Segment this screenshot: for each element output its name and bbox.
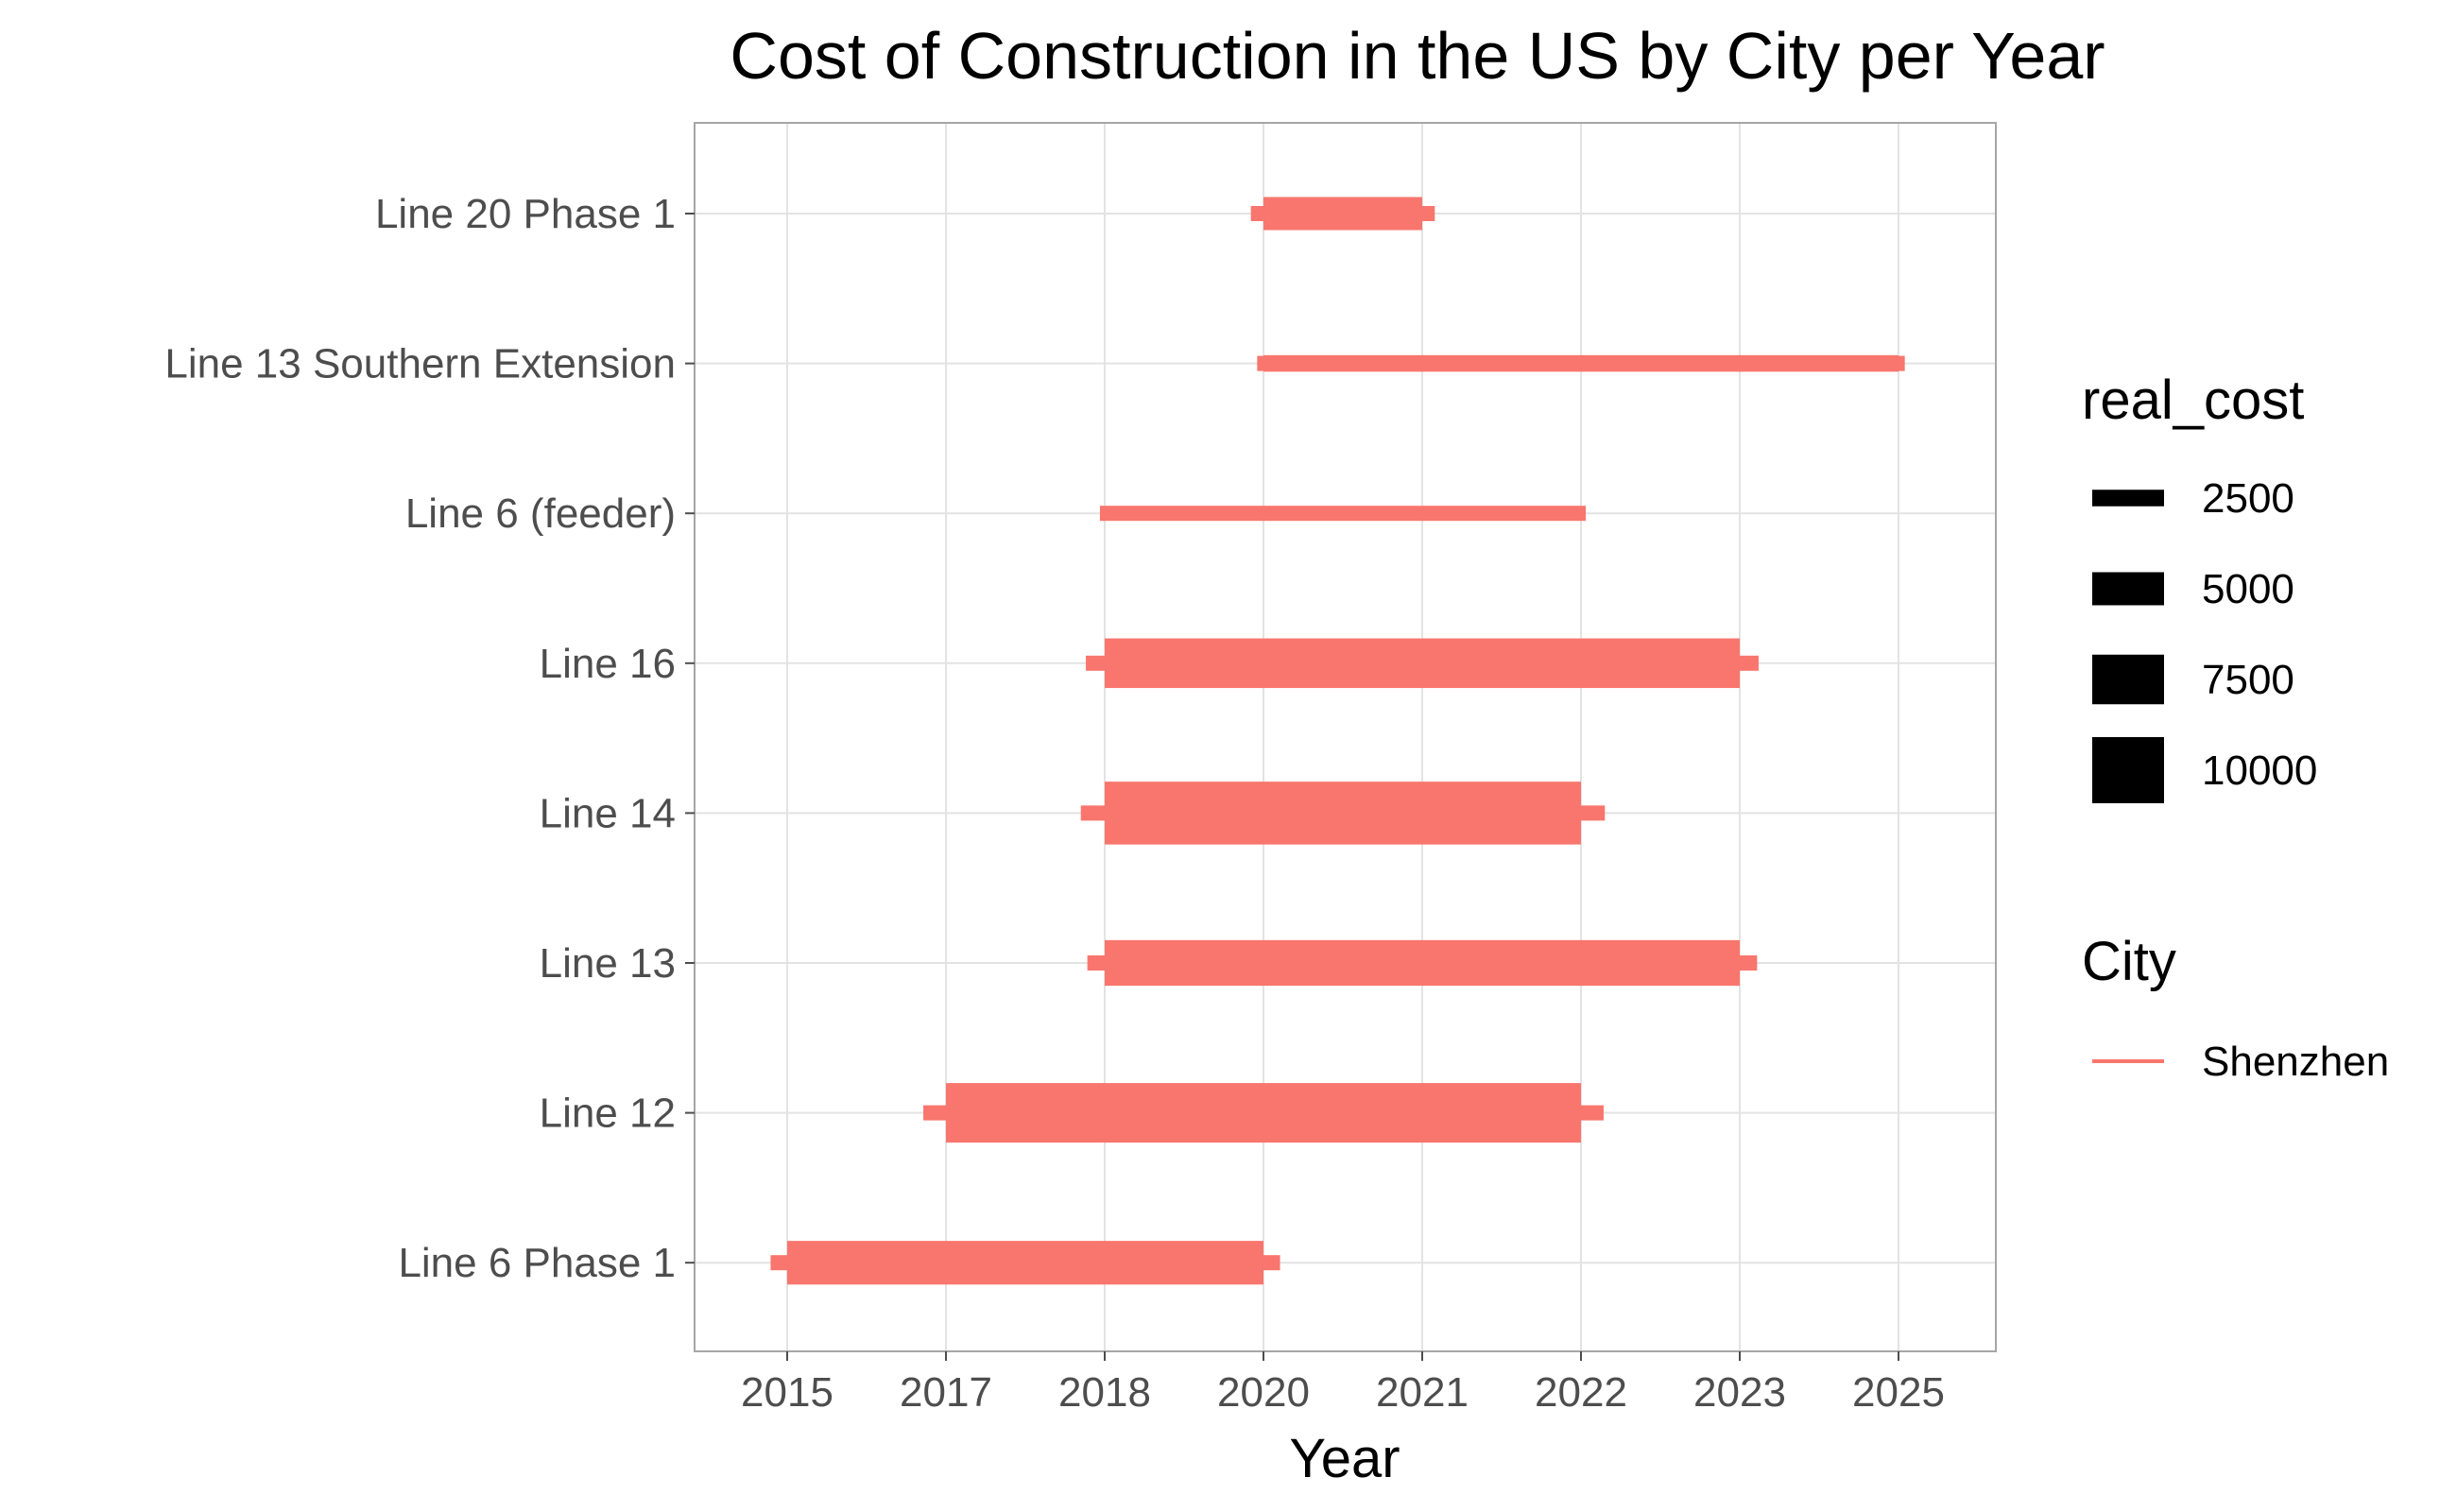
legend-size-label: 5000 — [2202, 566, 2294, 612]
legend-size-key — [2092, 572, 2164, 606]
bar — [1105, 638, 1740, 689]
x-tick-label: 2020 — [1217, 1369, 1310, 1416]
legend-color-label: Shenzhen — [2202, 1039, 2389, 1085]
legend-size: real_cost 2500 5000 7500 10000 — [2082, 369, 2317, 803]
y-tick-label: Line 13 Southern Extension — [164, 341, 676, 387]
bar — [1105, 782, 1581, 845]
bar — [1105, 939, 1740, 987]
x-tick-label: 2018 — [1058, 1369, 1151, 1416]
y-tick-label: Line 16 — [540, 641, 676, 687]
chart-title: Cost of Construction in the US by City p… — [730, 19, 2105, 93]
legend-size-key — [2092, 737, 2164, 803]
y-tick-label: Line 20 Phase 1 — [375, 191, 676, 237]
x-tick-label: 2021 — [1376, 1369, 1469, 1416]
x-tick-label: 2017 — [900, 1369, 992, 1416]
legend-size-label: 10000 — [2202, 747, 2317, 794]
plot-frame — [694, 122, 1997, 1352]
bar — [1263, 197, 1422, 231]
x-tick-label: 2025 — [1852, 1369, 1945, 1416]
y-tick-label: Line 12 — [540, 1091, 676, 1137]
legend-color-title: City — [2082, 931, 2176, 992]
x-tick-label: 2022 — [1535, 1369, 1627, 1416]
y-tick-label: Line 13 — [540, 940, 676, 987]
x-tick-label: 2015 — [741, 1369, 833, 1416]
bar — [787, 1241, 1263, 1285]
y-tick-label: Line 14 — [540, 790, 676, 836]
bar — [1105, 507, 1581, 520]
y-axis: Line 20 Phase 1 Line 13 Southern Extensio… — [164, 191, 695, 1286]
bars-layer — [770, 197, 1905, 1285]
legend-size-label: 2500 — [2202, 475, 2294, 522]
legend-size-key — [2092, 654, 2164, 705]
bar — [1263, 354, 1899, 372]
y-tick-label: Line 6 Phase 1 — [398, 1240, 676, 1286]
legend-size-key — [2092, 490, 2164, 507]
bar — [946, 1083, 1581, 1143]
y-tick-label: Line 6 (feeder) — [405, 490, 676, 537]
x-axis-title: Year — [1289, 1428, 1400, 1489]
x-tick-label: 2023 — [1693, 1369, 1786, 1416]
legend-size-title: real_cost — [2082, 369, 2304, 431]
x-axis: 2015 2017 2018 2020 2021 2022 2023 2025 — [741, 1351, 1945, 1416]
legend-color: City Shenzhen — [2082, 931, 2389, 1085]
legend-size-label: 7500 — [2202, 657, 2294, 703]
grid-layer — [695, 123, 1996, 1351]
